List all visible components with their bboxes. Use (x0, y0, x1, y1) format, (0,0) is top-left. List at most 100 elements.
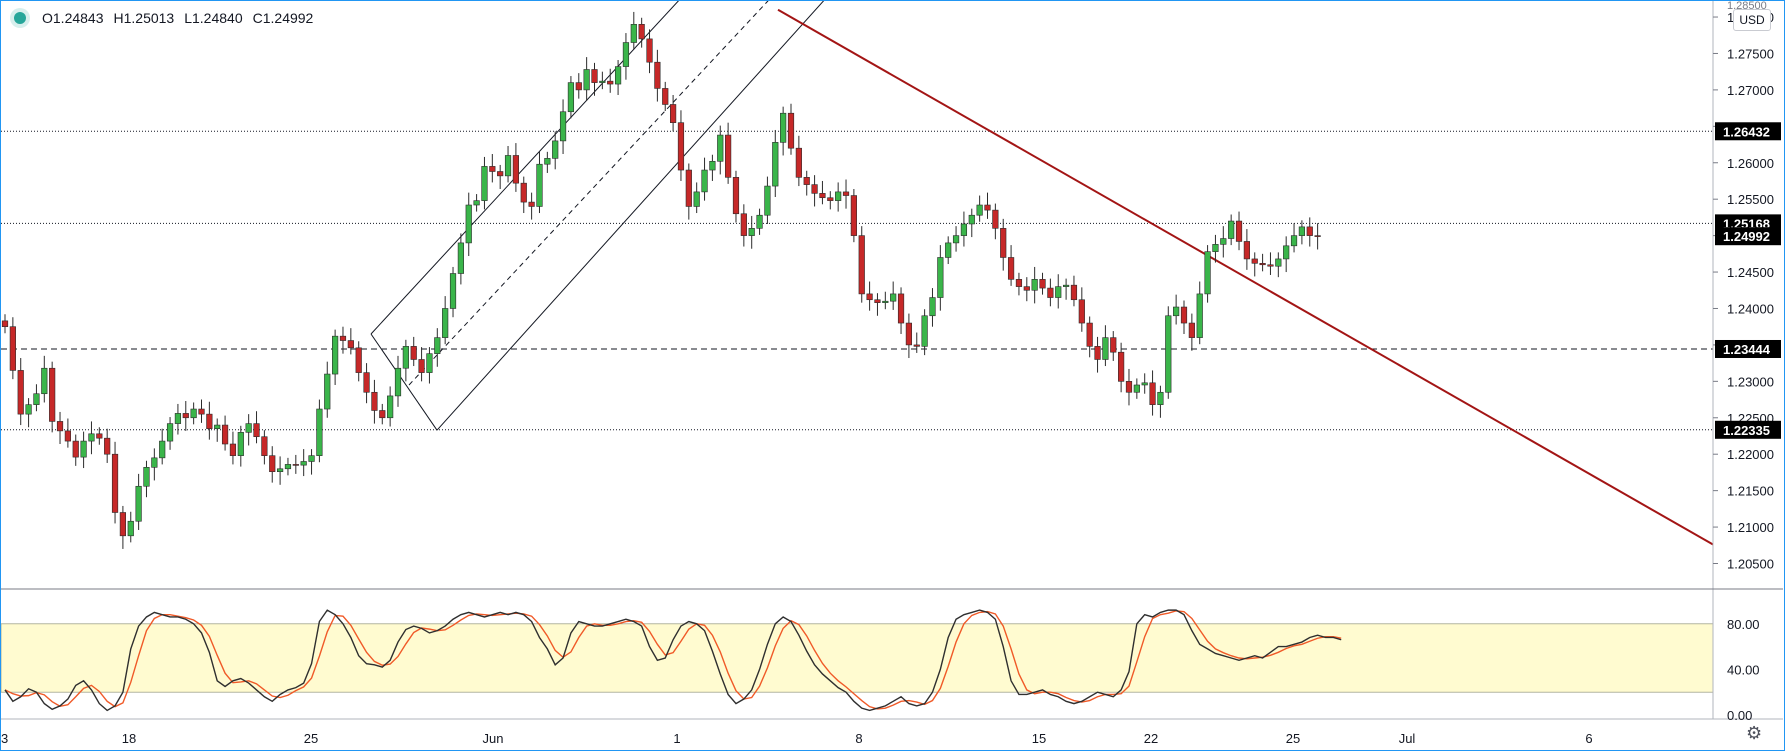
candle (237, 425, 244, 467)
candle (1180, 300, 1188, 334)
candle (9, 317, 16, 380)
candle (630, 11, 637, 50)
candle (717, 125, 724, 175)
ohlc-open: O1.24843 (42, 10, 104, 26)
candle (1094, 336, 1101, 373)
candle (827, 191, 834, 210)
candle (190, 402, 197, 425)
stochastic-d-line (4, 610, 1342, 710)
date-tick-label: Jun (483, 731, 504, 746)
price-tick-label: 1.23000 (1727, 374, 1774, 389)
candle (528, 192, 535, 220)
price-level-badge (1715, 227, 1781, 246)
ohlc-low: L1.24840 (184, 10, 243, 26)
candle (567, 76, 575, 119)
candle (960, 211, 968, 247)
candle (229, 431, 237, 465)
candle (166, 417, 174, 450)
candle (1275, 252, 1282, 278)
candle (725, 122, 732, 184)
candle (1078, 287, 1085, 332)
candle (1063, 278, 1070, 300)
candle (111, 441, 119, 524)
candle (355, 341, 362, 382)
candle (269, 446, 276, 483)
candle (756, 208, 763, 235)
candle (905, 313, 912, 359)
candle (1070, 275, 1078, 307)
date-tick-label: 18 (122, 731, 136, 746)
candle (387, 386, 394, 427)
candle (261, 430, 268, 465)
candle (245, 414, 252, 446)
candle (1141, 373, 1148, 394)
candle (434, 328, 441, 367)
candle (552, 131, 559, 170)
candle (1283, 236, 1290, 273)
candle (1196, 281, 1203, 345)
price-level-badge (1715, 122, 1781, 141)
candle (339, 326, 347, 354)
candle (504, 145, 512, 183)
candle (465, 192, 472, 257)
candle (1031, 266, 1038, 304)
candle (1188, 313, 1195, 351)
stochastic-tick-label: 80.00 (1727, 617, 1760, 632)
downtrend-line[interactable] (777, 8, 1714, 546)
candle (174, 403, 182, 435)
candle (1102, 325, 1109, 367)
candle (25, 398, 32, 428)
currency-badge[interactable]: USD (1733, 9, 1771, 31)
candle (897, 287, 905, 334)
candle (426, 347, 433, 384)
price-tick-label: 1.21000 (1727, 520, 1774, 535)
candle (127, 511, 134, 543)
candle (677, 110, 685, 181)
candle (646, 29, 653, 74)
candle (316, 399, 323, 463)
candle (669, 94, 677, 132)
candle (1000, 218, 1007, 271)
candle (284, 457, 292, 476)
candle (811, 175, 818, 207)
candle (772, 129, 779, 197)
candle (882, 291, 889, 310)
candle (890, 281, 897, 310)
candle (394, 355, 402, 407)
price-tick-label: 1.24000 (1727, 301, 1774, 316)
price-tick-label: 1.21500 (1727, 484, 1774, 499)
candle (1204, 245, 1211, 303)
candle (976, 195, 983, 222)
candle (544, 151, 551, 173)
candle (591, 62, 598, 96)
candle (850, 188, 857, 243)
candle (803, 170, 810, 196)
candle (795, 135, 802, 187)
gear-icon[interactable]: ⚙ (1746, 723, 1763, 743)
candle (662, 81, 669, 112)
channel-anchor-line (370, 333, 438, 431)
ohlc-high: H1.25013 (113, 10, 175, 26)
candle (1243, 229, 1250, 270)
candle (1259, 253, 1266, 272)
date-tick-label: 25 (304, 731, 318, 746)
candle (764, 176, 771, 224)
price-tick-label: 1.25500 (1727, 192, 1774, 207)
candle (913, 332, 920, 353)
ohlc-legend: O1.24843 H1.25013 L1.24840 C1.24992 (14, 10, 313, 26)
candle (512, 143, 519, 192)
stochastic-tick-label: 40.00 (1727, 662, 1760, 677)
candle (984, 192, 991, 219)
candle (937, 245, 944, 311)
candle (1251, 252, 1258, 277)
candle (1290, 223, 1298, 253)
stochastic-band (1, 623, 1714, 693)
candle (1125, 368, 1133, 406)
candle (1235, 211, 1243, 251)
ohlc-close: C1.24992 (252, 10, 314, 26)
candle (143, 460, 150, 498)
candle (693, 182, 700, 214)
candle (33, 384, 40, 412)
price-level-label: 1.23444 (1723, 342, 1771, 357)
